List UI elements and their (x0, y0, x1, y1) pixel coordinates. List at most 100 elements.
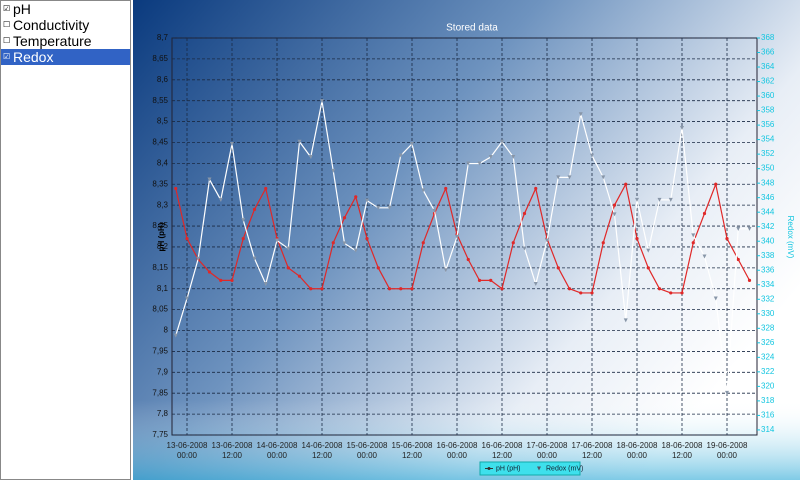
y2-tick-label: 330 (761, 309, 775, 318)
data-point (185, 236, 189, 241)
y2-tick-label: 322 (761, 367, 775, 376)
data-point (331, 168, 336, 173)
series-item[interactable]: ☐ Conductivity (1, 17, 130, 33)
data-point (680, 125, 684, 130)
data-point (522, 246, 527, 251)
data-point (511, 155, 516, 160)
data-point (443, 268, 448, 273)
y2-tick-label: 324 (761, 352, 775, 361)
data-point (444, 186, 448, 191)
y2-tick-label: 318 (761, 396, 775, 405)
y2-tick-label: 342 (761, 222, 775, 231)
data-point (691, 233, 696, 238)
y-tick-label: 8,2 (157, 242, 169, 251)
x-tick-label: 16-06-2008 12:00 (481, 441, 523, 460)
data-point (669, 291, 673, 295)
y2-tick-label: 362 (761, 77, 775, 86)
y-tick-label: 8,3 (157, 200, 169, 209)
series-item[interactable]: ☑ Redox (1, 49, 130, 65)
series-line (175, 101, 750, 393)
legend-marker (537, 466, 541, 471)
y-tick-label: 7,9 (157, 367, 169, 376)
data-point (534, 186, 538, 191)
data-point (623, 318, 628, 323)
data-point (218, 197, 223, 202)
y2-tick-label: 334 (761, 280, 775, 289)
chart: Stored data pH (pH) Redox (mV) 7,75 7,8 7,… (133, 0, 800, 480)
y-tick-label: 8,65 (152, 54, 168, 63)
y2-tick-label: 340 (761, 236, 775, 245)
data-point (556, 266, 560, 270)
y2-tick-label: 326 (761, 338, 775, 347)
data-point (466, 161, 471, 166)
data-point (196, 256, 201, 261)
legend (479, 461, 581, 476)
data-point (173, 333, 178, 338)
x-tick-label: 19-06-2008 00:00 (706, 441, 748, 460)
y-tick-label: 8,45 (152, 138, 168, 147)
y-tick-label: 8,05 (152, 305, 168, 314)
data-point (365, 236, 369, 241)
x-tick-label: 15-06-2008 12:00 (391, 441, 433, 460)
data-point (252, 256, 257, 261)
series-item[interactable]: ☐ Temperature (1, 33, 130, 49)
data-point (691, 241, 695, 245)
x-tick-label: 18-06-2008 12:00 (661, 441, 703, 460)
data-point (309, 287, 313, 291)
data-point (702, 211, 707, 216)
data-point (320, 287, 324, 291)
legend-label: pH (pH) (496, 465, 521, 472)
y2-tick-label: 328 (761, 323, 775, 332)
series-item[interactable]: ☑ pH (1, 1, 130, 17)
y2-tick-label: 336 (761, 265, 775, 274)
y-axis-label: pH (pH) (157, 222, 166, 251)
y-tick-label: 8,4 (157, 158, 169, 167)
data-point (466, 257, 470, 262)
y2-tick-label: 320 (761, 381, 775, 390)
data-point (219, 278, 223, 282)
y2-tick-label: 338 (761, 251, 775, 260)
y-tick-label: 8,25 (152, 221, 168, 230)
y2-tick-label: 332 (761, 294, 775, 303)
data-point (286, 266, 290, 270)
x-tick-label: 17-06-2008 12:00 (571, 441, 613, 460)
chart-background-band (133, 400, 800, 480)
y-tick-label: 7,75 (152, 430, 168, 439)
y2-tick-label: 314 (761, 425, 775, 434)
checkbox: ☑ (3, 4, 11, 13)
data-point (342, 241, 347, 246)
data-point (489, 278, 493, 282)
data-point (702, 254, 707, 259)
y-tick-label: 8,5 (157, 117, 169, 126)
data-point (252, 207, 257, 211)
data-point (747, 226, 752, 231)
data-point (354, 195, 358, 199)
checkbox: ☐ (3, 36, 11, 45)
data-point (185, 296, 189, 301)
y2-tick-label: 344 (761, 207, 775, 216)
data-point (207, 270, 212, 274)
data-point (635, 236, 639, 241)
y2-tick-label: 368 (761, 33, 775, 42)
data-point (263, 282, 268, 287)
data-point (736, 226, 741, 231)
data-point (432, 208, 437, 213)
x-tick-label: 18-06-2008 00:00 (616, 441, 658, 460)
y2-tick-label: 348 (761, 178, 775, 187)
x-tick-label: 15-06-2008 00:00 (346, 441, 388, 460)
series-label: Temperature (13, 33, 92, 49)
y2-tick-label: 364 (761, 62, 775, 71)
y-tick-label: 8,6 (157, 75, 169, 84)
y2-tick-label: 366 (761, 48, 775, 57)
data-point (398, 153, 403, 158)
data-point (567, 287, 572, 291)
y2-tick-label: 350 (761, 164, 775, 173)
y2-tick-label: 360 (761, 91, 775, 100)
data-point (635, 197, 639, 202)
series-list: ☑ pH ☐ Conductivity ☐ Temperature ☑ Redox (0, 0, 131, 480)
series-label: pH (13, 1, 31, 17)
x-tick-label: 17-06-2008 00:00 (526, 441, 568, 460)
checkbox: ☐ (3, 20, 11, 29)
data-point (477, 278, 482, 282)
data-point (275, 238, 279, 243)
